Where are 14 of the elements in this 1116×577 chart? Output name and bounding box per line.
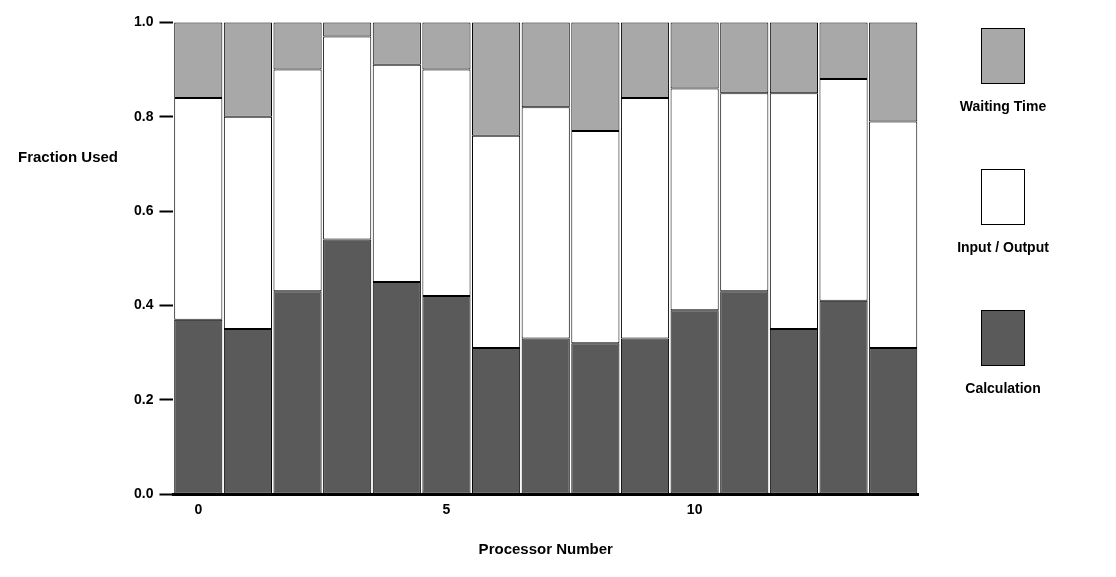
y-tick-label: 0.8 — [133, 107, 154, 124]
text: Calculation — [965, 380, 1041, 396]
x-tick-label: 0 — [194, 501, 203, 518]
x-tick-label: 5 — [442, 501, 451, 518]
y-tick-label: 0.0 — [133, 485, 154, 502]
text: Input / Output — [957, 239, 1049, 255]
y-axis-title: Fraction Used — [17, 148, 119, 165]
x-axis-title: Processor Number — [478, 540, 613, 558]
y-tick-label: 0.6 — [133, 201, 154, 218]
y-tick-label: 0.4 — [133, 296, 154, 313]
y-tick-label: 1.0 — [133, 13, 154, 30]
y-tick-label: 0.2 — [133, 390, 154, 407]
x-tick-label: 10 — [686, 501, 703, 518]
text: Waiting Time — [959, 98, 1047, 114]
